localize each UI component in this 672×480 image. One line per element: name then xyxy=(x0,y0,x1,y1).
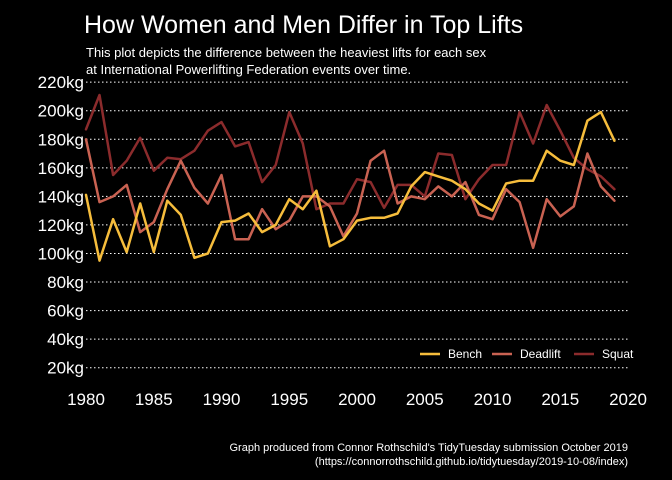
chart-title: How Women and Men Differ in Top Lifts xyxy=(84,11,523,39)
y-tick-label: 20kg xyxy=(47,359,84,378)
y-tick-label: 180kg xyxy=(38,130,84,149)
x-tick-label: 2015 xyxy=(541,390,579,409)
x-tick-label: 2005 xyxy=(406,390,444,409)
series-lines xyxy=(84,93,616,262)
x-tick-label: 1985 xyxy=(135,390,173,409)
chart-subtitle-line-1: This plot depicts the difference between… xyxy=(86,45,487,60)
chart-subtitle-line-2: at International Powerlifting Federation… xyxy=(86,62,411,77)
gridlines xyxy=(86,81,628,369)
y-tick-label: 100kg xyxy=(38,244,84,263)
series-line-deadlift xyxy=(84,138,616,250)
x-axis-ticks: 1980 1985 1990 1995 2000 2005 2010 2015 2020 xyxy=(67,390,647,409)
legend-label-deadlift: Deadlift xyxy=(520,347,561,361)
x-tick-label: 1990 xyxy=(203,390,241,409)
x-tick-label: 2010 xyxy=(474,390,512,409)
caption-line-2: (https://connorrothschild.github.io/tidy… xyxy=(315,456,628,468)
series-line-bench xyxy=(84,110,616,262)
y-tick-label: 60kg xyxy=(47,302,84,321)
y-tick-label: 140kg xyxy=(38,187,84,206)
y-tick-label: 80kg xyxy=(47,273,84,292)
legend-label-squat: Squat xyxy=(602,347,634,361)
x-tick-label: 1995 xyxy=(270,390,308,409)
y-tick-label: 220kg xyxy=(38,73,84,92)
y-tick-label: 160kg xyxy=(38,159,84,178)
legend-label-bench: Bench xyxy=(448,347,482,361)
y-tick-label: 120kg xyxy=(38,216,84,235)
x-tick-label: 2000 xyxy=(338,390,376,409)
series-line-squat xyxy=(84,93,616,211)
y-tick-label: 40kg xyxy=(47,330,84,349)
x-tick-label: 2020 xyxy=(609,390,647,409)
x-tick-label: 1980 xyxy=(67,390,105,409)
y-axis-ticks: 20kg 40kg 60kg 80kg 100kg 120kg 140kg 160kg 180k… xyxy=(38,73,84,378)
legend: Bench Deadlift Squat xyxy=(420,347,634,361)
caption-line-1: Graph produced from Connor Rothschild's … xyxy=(229,442,628,454)
y-tick-label: 200kg xyxy=(38,102,84,121)
